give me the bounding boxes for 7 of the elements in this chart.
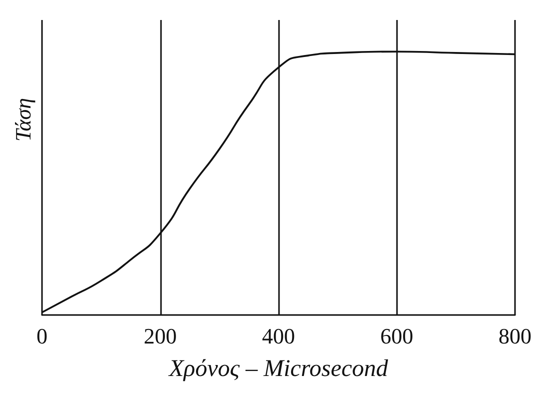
x-axis-title: Χρόνος – Microsecond: [168, 356, 389, 382]
x-tick-label: 600: [380, 324, 414, 348]
x-tick-label: 0: [36, 324, 48, 348]
y-axis-title: Τάση: [10, 98, 36, 142]
x-tick-label: 800: [498, 324, 532, 348]
x-tick-label: 400: [262, 324, 295, 348]
x-tick-label: 200: [144, 324, 177, 348]
